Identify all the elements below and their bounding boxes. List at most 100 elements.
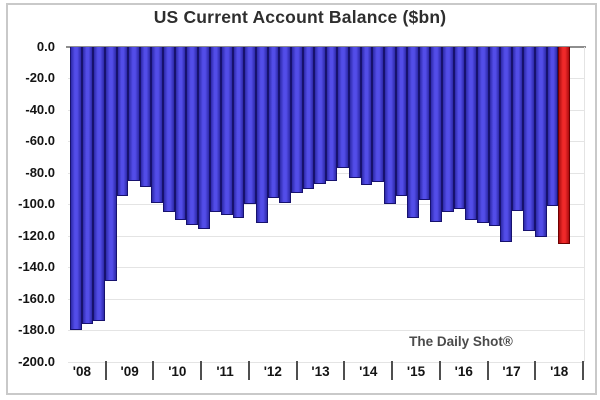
bar — [244, 47, 257, 205]
plot-area — [68, 47, 584, 362]
bar — [314, 47, 326, 184]
y-tick-label: -40.0 — [25, 101, 55, 117]
x-axis-year-label: '12 — [263, 364, 282, 379]
y-tick-label: -100.0 — [18, 196, 55, 212]
source-watermark: The Daily Shot® — [409, 334, 513, 349]
bar — [151, 47, 164, 203]
x-axis-year-cell: '15 — [392, 360, 441, 382]
bar — [186, 47, 198, 225]
x-axis-year-label: '13 — [311, 364, 330, 379]
bar — [442, 47, 454, 213]
bar — [349, 47, 361, 178]
y-tick-label: -140.0 — [18, 259, 55, 275]
bar — [476, 47, 489, 224]
x-axis-year-label: '16 — [454, 364, 473, 379]
x-axis-year-cell: '13 — [297, 360, 346, 382]
x-axis-year-label: '15 — [406, 364, 426, 379]
bar — [360, 47, 373, 186]
x-axis-year-label: '17 — [502, 364, 521, 379]
x-axis-separator-tick — [391, 361, 394, 380]
x-axis-year-cell: '11 — [201, 360, 250, 382]
zero-axis-line — [66, 45, 586, 48]
x-axis-separator-tick — [582, 361, 585, 380]
right-plot-spine — [584, 47, 585, 362]
bar — [511, 47, 524, 211]
x-axis-year-label: '11 — [216, 364, 234, 379]
x-axis-year-cell: '09 — [106, 360, 155, 382]
x-axis-year-labels: '08 '09 '10 '11 '12 '13 '14 '15 '16 '17 '18 — [58, 360, 585, 382]
x-axis-year-label: '10 — [168, 364, 187, 379]
bar — [221, 47, 233, 216]
bar — [453, 47, 466, 209]
x-axis-year-label: '14 — [359, 364, 378, 379]
bar — [535, 47, 547, 238]
x-axis-year-label: '09 — [120, 364, 139, 379]
bar — [430, 47, 443, 222]
bar — [279, 47, 291, 203]
y-tick-label: -160.0 — [18, 290, 55, 306]
bar — [465, 47, 477, 220]
bar — [197, 47, 210, 230]
bar — [337, 47, 350, 169]
bar — [383, 47, 396, 205]
bar — [290, 47, 303, 194]
bar — [116, 47, 129, 197]
bar — [209, 47, 222, 213]
bar — [372, 47, 384, 183]
gridline — [68, 361, 584, 363]
gridline — [68, 204, 584, 206]
x-axis-separator-tick — [534, 361, 537, 380]
bar — [418, 47, 431, 200]
chart-border-frame — [6, 3, 597, 395]
bar — [93, 47, 105, 321]
bar — [104, 47, 117, 282]
x-axis-year-cell: '16 — [440, 360, 489, 382]
y-tick-label: -120.0 — [18, 227, 55, 243]
bar — [523, 47, 536, 231]
highlighted-latest-bar — [558, 47, 570, 244]
x-axis-separator-tick — [438, 361, 441, 380]
x-axis-year-cell: '10 — [153, 360, 203, 382]
x-axis-year-label: '18 — [550, 364, 569, 379]
x-axis-separator-tick — [247, 361, 250, 380]
bar — [139, 47, 152, 187]
bar — [407, 47, 419, 219]
bar — [395, 47, 408, 197]
x-axis-year-cell: '08 — [58, 360, 107, 382]
bar — [488, 47, 501, 227]
gridline — [68, 330, 584, 332]
x-axis-separator-tick — [295, 361, 298, 380]
y-tick-label: 0.0 — [36, 39, 55, 54]
y-tick-label: -20.0 — [25, 70, 55, 86]
x-axis-separator-tick — [104, 361, 107, 380]
x-axis-year-label: '08 — [72, 364, 91, 379]
gridline — [68, 267, 584, 269]
x-axis-year-cell: '12 — [249, 360, 298, 382]
bar — [128, 47, 140, 181]
x-axis-separator-tick — [200, 361, 203, 380]
bar — [232, 47, 245, 219]
bar — [302, 47, 315, 189]
gridline — [68, 298, 584, 300]
bar — [267, 47, 280, 198]
y-tick-label: -60.0 — [25, 133, 55, 149]
x-axis-separator-tick — [343, 361, 346, 380]
gridline — [68, 235, 584, 237]
bar — [163, 47, 175, 213]
chart-title: US Current Account Balance ($bn) — [153, 7, 447, 27]
y-tick-label: -80.0 — [25, 164, 55, 180]
bar — [81, 47, 94, 324]
bar — [256, 47, 268, 224]
bar — [325, 47, 338, 181]
y-tick-label: -180.0 — [18, 322, 55, 338]
bar — [500, 47, 512, 242]
x-axis-year-cell: '18 — [535, 360, 585, 382]
x-axis-year-cell: '17 — [488, 360, 537, 382]
bar — [174, 47, 187, 220]
y-tick-label: -200.0 — [18, 353, 55, 369]
x-axis-separator-tick — [486, 361, 489, 380]
bar — [70, 47, 82, 331]
bar — [546, 47, 559, 206]
x-axis-year-cell: '14 — [344, 360, 394, 382]
